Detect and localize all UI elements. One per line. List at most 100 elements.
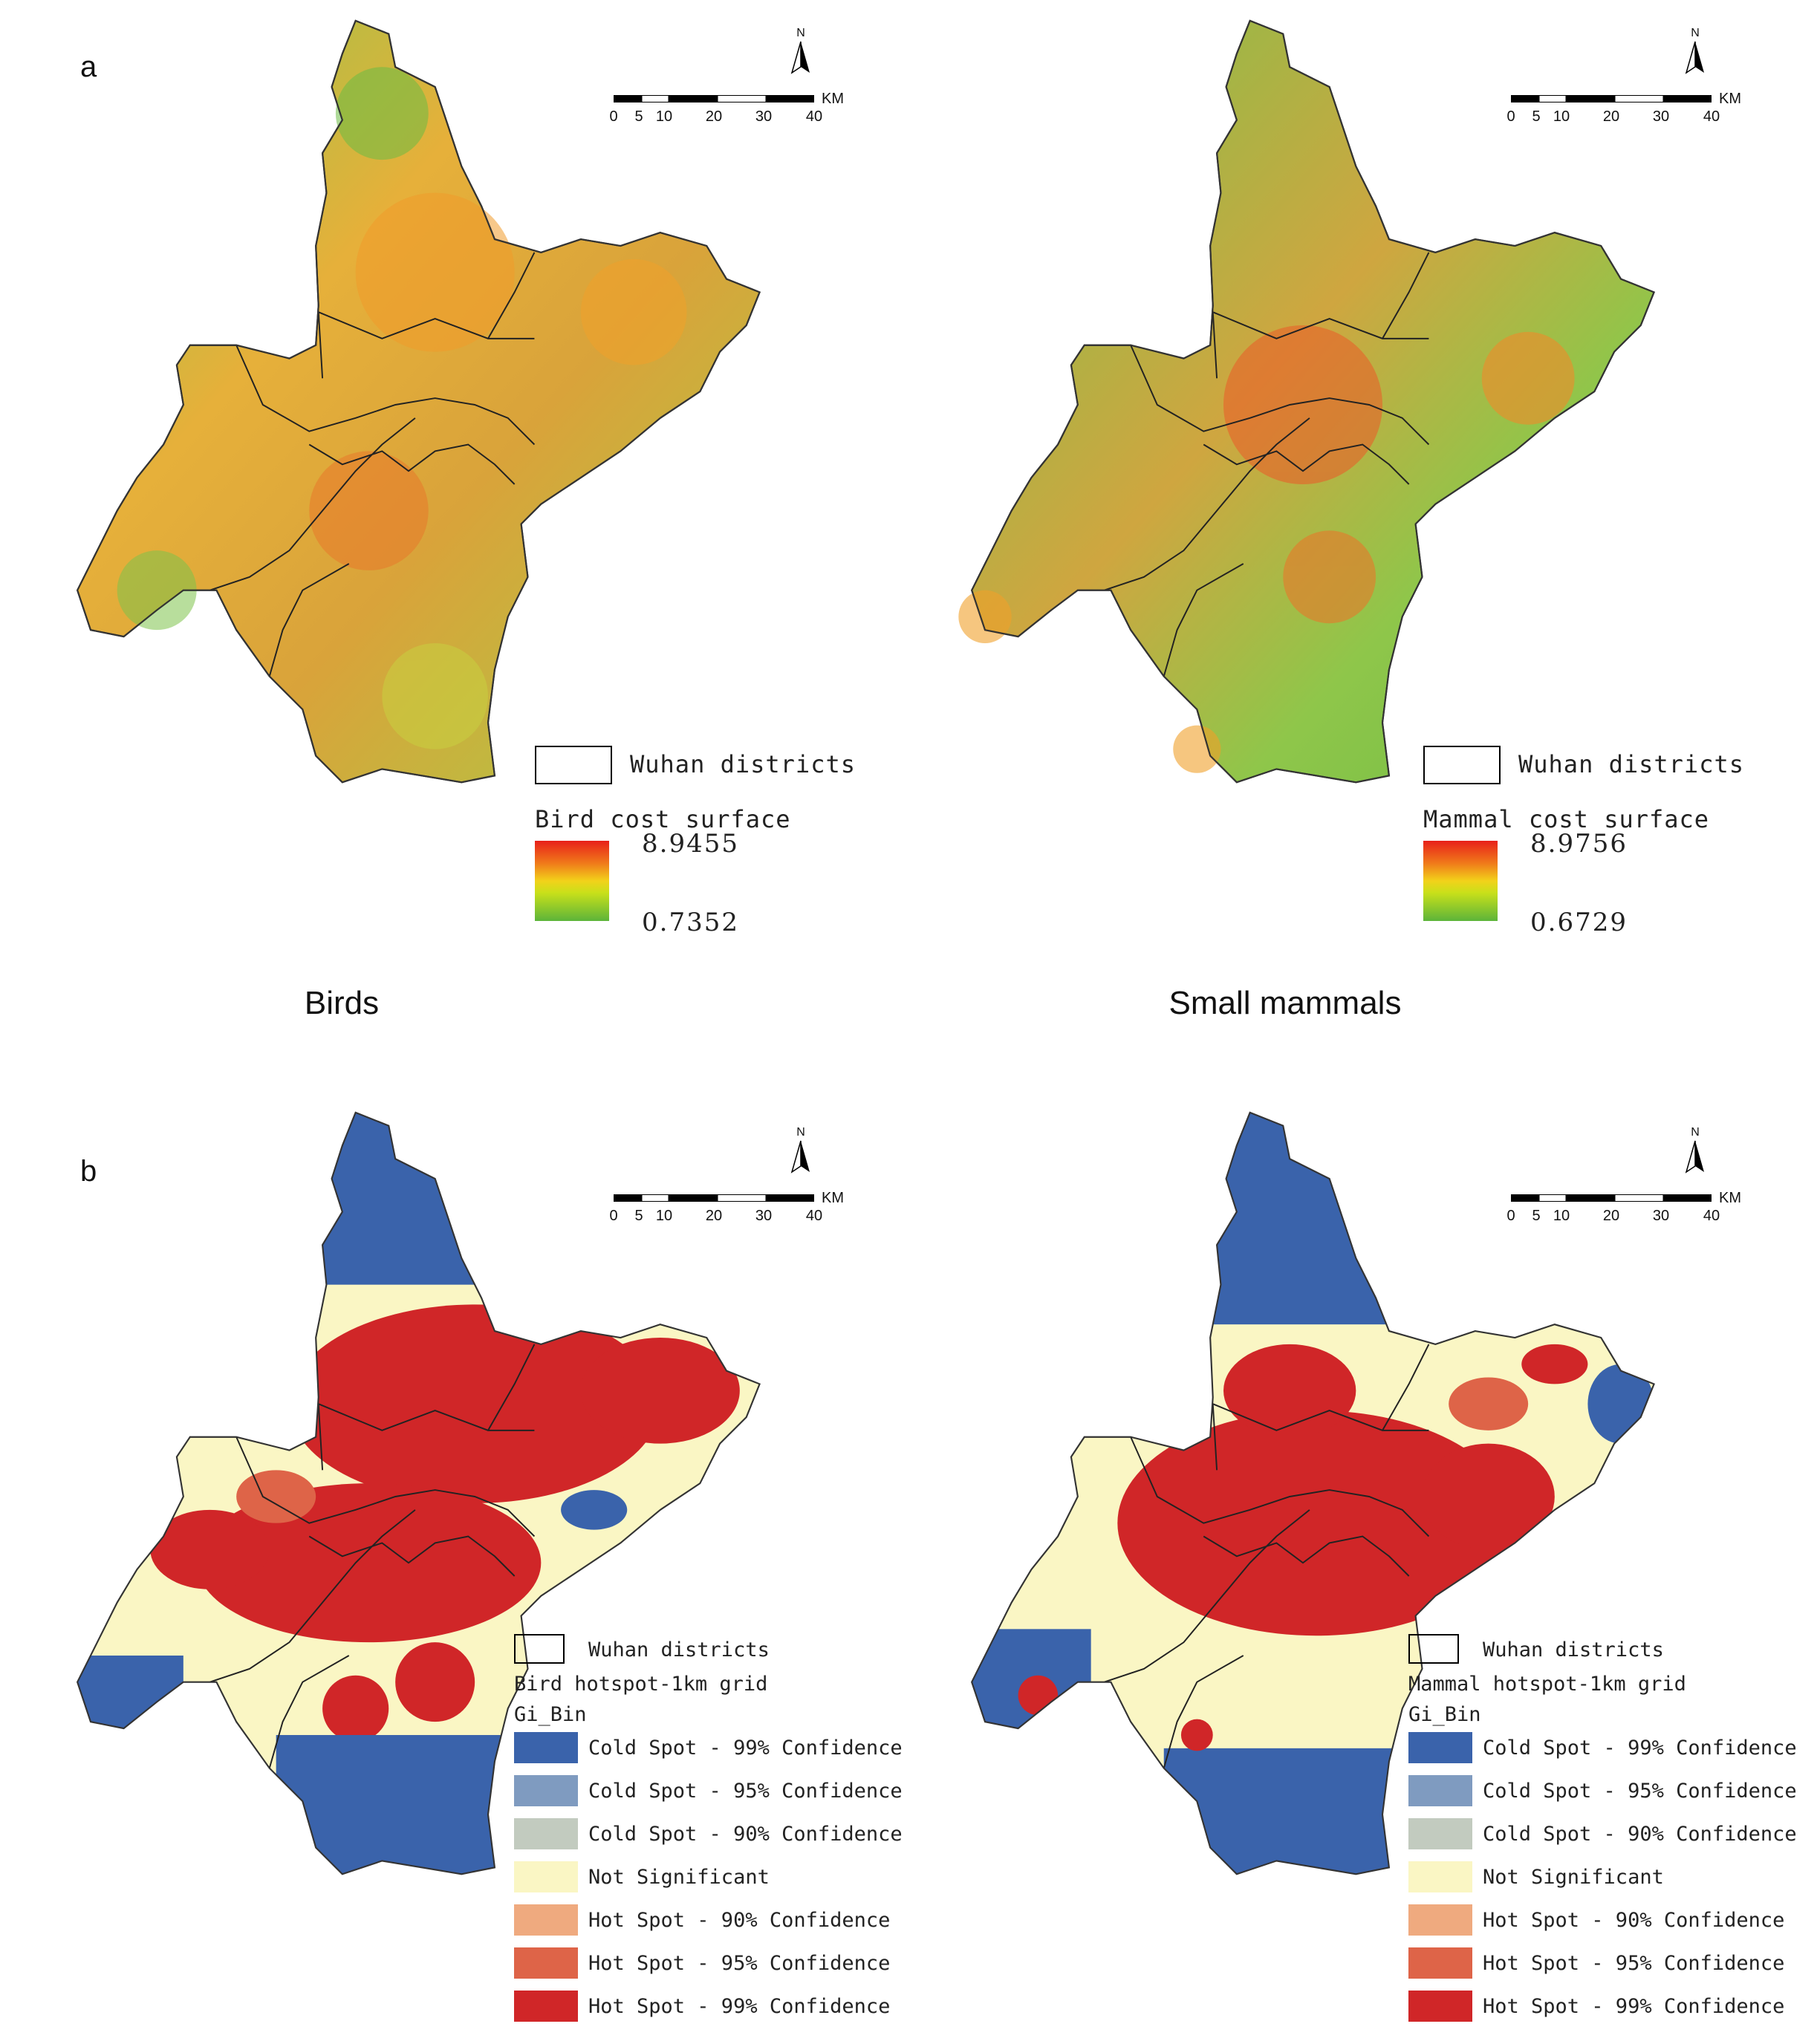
legend-bird-cost: Wuhan districts Bird cost surface 8.9455… <box>535 746 855 937</box>
legend-districts-label: Wuhan districts <box>1518 750 1744 778</box>
scale-tick: 40 <box>805 1208 823 1224</box>
legend-class-swatch <box>1408 1818 1472 1849</box>
legend-class-label: Hot Spot - 99% Confidence <box>1483 1994 1785 2018</box>
legend-class-label: Hot Spot - 95% Confidence <box>1483 1951 1785 1975</box>
mammal-cost-map <box>958 19 1655 784</box>
scale-tick: 10 <box>1553 1208 1570 1224</box>
scale-unit: KM <box>822 1190 844 1206</box>
legend-class-label: Cold Spot - 99% Confidence <box>588 1736 903 1760</box>
legend-class-row: Cold Spot - 99% Confidence <box>514 1732 903 1766</box>
legend-class-label: Not Significant <box>588 1865 770 1889</box>
legend-class-row: Hot Spot - 90% Confidence <box>514 1904 903 1939</box>
north-label: N <box>1691 27 1700 39</box>
legend-class-swatch <box>1408 1775 1472 1806</box>
north-arrow-icon <box>1685 1140 1704 1174</box>
scale-tick: 0 <box>1506 1208 1515 1224</box>
scale-bar-b-right: KM 0 5 10 20 30 40 <box>1506 1190 1741 1231</box>
scale-tick: 5 <box>634 1208 643 1224</box>
legend-districts-label: Wuhan districts <box>1483 1638 1664 1661</box>
scale-tick: 20 <box>705 108 723 125</box>
legend-min: 0.6729 <box>1530 908 1628 937</box>
legend-title: Bird cost surface <box>535 805 791 833</box>
legend-class-swatch <box>1408 1861 1472 1892</box>
legend-class-label: Cold Spot - 90% Confidence <box>1483 1822 1797 1846</box>
scale-tick: 10 <box>655 108 673 125</box>
scale-bar-b-left: KM 0 5 10 20 30 40 <box>609 1190 844 1231</box>
legend-bird-hotspot: Wuhan districts Bird hotspot-1km grid Gi… <box>514 1634 903 2034</box>
legend-max: 8.9756 <box>1530 829 1628 859</box>
column-title-mammals: Small mammals <box>1168 985 1402 1021</box>
legend-class-swatch <box>514 1732 578 1763</box>
bird-cost-map <box>77 19 761 784</box>
legend-class-row: Hot Spot - 90% Confidence <box>1408 1904 1797 1939</box>
legend-title: Mammal cost surface <box>1423 805 1710 833</box>
scale-tick: 40 <box>1703 1208 1720 1224</box>
legend-class-swatch <box>1408 1732 1472 1763</box>
north-label: N <box>1691 1126 1700 1139</box>
scale-bar-a-left: KM 0 5 10 20 30 40 <box>609 91 844 132</box>
legend-class-swatch <box>514 1818 578 1849</box>
scale-tick: 10 <box>655 1208 673 1224</box>
legend-class-label: Hot Spot - 99% Confidence <box>588 1994 891 2018</box>
legend-mammal-hotspot: Wuhan districts Mammal hotspot-1km grid … <box>1408 1634 1797 2034</box>
cost-gradient-swatch <box>535 841 609 921</box>
panel-label-b: b <box>80 1155 97 1188</box>
scale-tick: 30 <box>1652 1208 1670 1224</box>
north-arrow-b-right: N <box>1680 1126 1710 1178</box>
legend-class-label: Cold Spot - 99% Confidence <box>1483 1736 1797 1760</box>
legend-class-row: Not Significant <box>514 1861 903 1895</box>
scale-unit: KM <box>822 91 844 107</box>
legend-class-swatch <box>514 1947 578 1979</box>
legend-class-row: Cold Spot - 95% Confidence <box>1408 1775 1797 1809</box>
legend-field: Gi_Bin <box>514 1703 587 1726</box>
legend-class-swatch <box>514 1861 578 1892</box>
legend-class-swatch <box>1408 1904 1472 1936</box>
north-label: N <box>796 1126 805 1139</box>
scale-unit: KM <box>1719 91 1741 107</box>
legend-max: 8.9455 <box>642 829 739 859</box>
north-arrow-icon <box>790 41 810 74</box>
legend-class-label: Cold Spot - 90% Confidence <box>588 1822 903 1846</box>
legend-class-row: Cold Spot - 99% Confidence <box>1408 1732 1797 1766</box>
legend-class-row: Cold Spot - 95% Confidence <box>514 1775 903 1809</box>
legend-class-row: Cold Spot - 90% Confidence <box>514 1818 903 1852</box>
legend-class-swatch <box>1408 1991 1472 2022</box>
scale-tick: 10 <box>1553 108 1570 125</box>
legend-class-label: Cold Spot - 95% Confidence <box>588 1779 903 1803</box>
scale-tick: 5 <box>1532 1208 1541 1224</box>
legend-title: Bird hotspot-1km grid <box>514 1673 768 1696</box>
legend-class-label: Not Significant <box>1483 1865 1664 1889</box>
legend-class-row: Hot Spot - 95% Confidence <box>514 1947 903 1982</box>
mammal-hotspot-map <box>971 1111 1655 1875</box>
scale-tick: 30 <box>1652 108 1670 125</box>
scale-tick: 0 <box>609 1208 618 1224</box>
legend-class-label: Hot Spot - 90% Confidence <box>1483 1908 1785 1932</box>
north-arrow-a-right: N <box>1680 27 1710 79</box>
district-swatch <box>1423 746 1501 784</box>
scale-tick: 40 <box>805 108 823 125</box>
legend-class-row: Cold Spot - 90% Confidence <box>1408 1818 1797 1852</box>
legend-class-swatch <box>514 1775 578 1806</box>
legend-class-label: Hot Spot - 90% Confidence <box>588 1908 891 1932</box>
scale-tick: 40 <box>1703 108 1720 125</box>
legend-class-row: Hot Spot - 99% Confidence <box>514 1991 903 2025</box>
legend-class-swatch <box>514 1991 578 2022</box>
legend-class-row: Hot Spot - 99% Confidence <box>1408 1991 1797 2025</box>
district-swatch <box>535 746 612 784</box>
legend-districts-label: Wuhan districts <box>588 1638 770 1661</box>
legend-class-label: Cold Spot - 95% Confidence <box>1483 1779 1797 1803</box>
district-swatch <box>514 1634 565 1664</box>
north-arrow-icon <box>790 1140 810 1174</box>
legend-districts-label: Wuhan districts <box>630 750 856 778</box>
scale-unit: KM <box>1719 1190 1741 1206</box>
north-label: N <box>796 27 805 39</box>
bird-hotspot-map <box>77 1111 761 1875</box>
scale-tick: 30 <box>755 108 773 125</box>
panel-label-a: a <box>80 51 97 83</box>
legend-class-swatch <box>1408 1947 1472 1979</box>
scale-tick: 20 <box>1602 1208 1620 1224</box>
cost-gradient-swatch <box>1423 841 1498 921</box>
legend-class-swatch <box>514 1904 578 1936</box>
legend-class-label: Hot Spot - 95% Confidence <box>588 1951 891 1975</box>
scale-tick: 20 <box>705 1208 723 1224</box>
